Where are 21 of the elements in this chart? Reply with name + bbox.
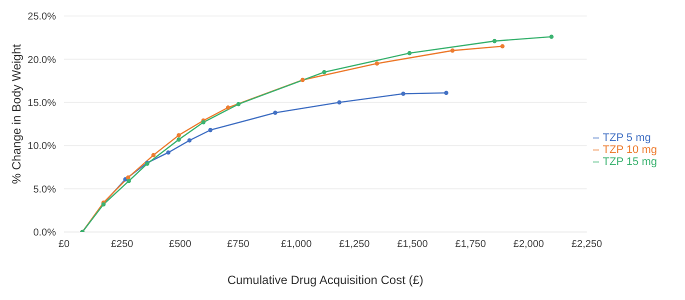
legend-label: TZP 5 mg — [602, 132, 651, 144]
y-tick-label: 15.0% — [28, 98, 56, 109]
x-tick-label: £2,250 — [571, 239, 603, 250]
x-tick-label: £1,750 — [455, 239, 486, 250]
x-tick-label: £1,000 — [281, 239, 312, 250]
x-tick-label: £0 — [58, 239, 70, 250]
legend-label: TZP 10 mg — [602, 144, 657, 156]
y-axis-title: % Change in Body Weight — [9, 43, 24, 184]
x-tick-label: £2,000 — [513, 239, 544, 250]
x-tick-label: £750 — [227, 239, 250, 250]
y-tick-label: 20.0% — [28, 54, 56, 66]
legend-label: TZP 15 mg — [602, 156, 657, 168]
y-tick-label: 25.0% — [28, 12, 56, 23]
x-tick-label: £500 — [169, 239, 192, 250]
y-tick-label: 5.0% — [33, 184, 56, 196]
x-tick-label: £1,250 — [339, 239, 370, 250]
x-axis-title: Cumulative Drug Acquisition Cost (£) — [227, 273, 424, 287]
y-tick-label: 10.0% — [28, 141, 56, 152]
x-tick-label: £1,500 — [397, 239, 428, 250]
y-tick-label: 0.0% — [33, 228, 56, 239]
x-tick-label: £250 — [110, 239, 134, 250]
